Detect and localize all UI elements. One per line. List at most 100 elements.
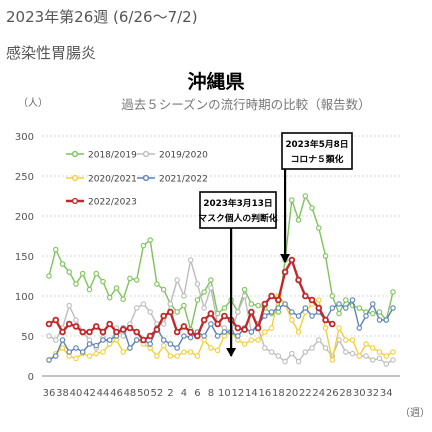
data-point (52, 316, 60, 324)
data-point (288, 256, 296, 264)
data-point (289, 317, 295, 323)
data-point (106, 294, 113, 301)
data-point (390, 349, 396, 355)
y-tick-label: 100 (15, 292, 34, 303)
data-point (336, 325, 342, 331)
x-tick-label: 34 (380, 388, 393, 399)
data-point (100, 337, 106, 343)
chart-title: 沖縄県 (187, 71, 245, 93)
data-point (328, 320, 336, 328)
data-point (133, 337, 140, 343)
data-point (376, 349, 383, 355)
data-point (99, 328, 107, 336)
data-point (221, 305, 228, 311)
data-point (153, 326, 161, 333)
data-point (356, 305, 363, 311)
series (45, 193, 396, 367)
series-line-2021-2022 (48, 299, 394, 361)
legend-swatch-marker (71, 150, 79, 158)
data-point (167, 301, 174, 307)
data-point (86, 286, 93, 293)
x-axis-label: （週） (400, 407, 430, 419)
data-point (154, 353, 160, 359)
data-point (208, 321, 214, 327)
y-tick-label: 50 (21, 332, 34, 343)
data-point (322, 345, 329, 351)
y-tick-label: 200 (15, 212, 34, 223)
data-point (295, 217, 302, 223)
data-point (383, 317, 390, 323)
data-point (160, 342, 167, 349)
data-point (302, 193, 309, 199)
data-point (93, 342, 99, 349)
data-point (174, 309, 180, 315)
data-point (302, 349, 309, 355)
data-point (120, 349, 126, 355)
data-point (248, 329, 255, 335)
data-point (127, 345, 133, 351)
data-point (147, 341, 153, 347)
x-tick-label: 28 (339, 388, 352, 399)
data-point (59, 328, 66, 336)
data-point (73, 281, 79, 287)
annotation-text: 2023年5月8日 (285, 138, 348, 150)
x-tick-label: 6 (194, 388, 200, 399)
data-point (275, 296, 282, 304)
annotation-text: マスク個人の判断化 (198, 212, 277, 224)
data-point (295, 276, 302, 284)
data-point (248, 337, 255, 343)
data-point (72, 323, 80, 330)
x-tick-label: 14 (245, 388, 258, 399)
x-tick-label: 4 (181, 388, 187, 399)
data-point (200, 316, 208, 324)
data-point (127, 275, 133, 282)
data-point (194, 353, 201, 359)
data-point (336, 301, 342, 307)
legend-label: 2022/2023 (88, 198, 137, 208)
data-point (181, 333, 187, 339)
y-tick-label: 150 (15, 252, 34, 263)
data-point (66, 349, 72, 355)
data-point (46, 357, 52, 363)
data-point (248, 308, 255, 316)
data-point (126, 324, 134, 332)
data-point (160, 321, 167, 327)
x-tick-label: 32 (366, 388, 379, 399)
data-point (66, 269, 72, 275)
data-point (59, 345, 66, 351)
data-point (133, 277, 140, 283)
y-tick-label: 0 (28, 372, 34, 383)
data-point (309, 313, 315, 319)
data-point (167, 308, 174, 316)
data-point (349, 350, 356, 357)
data-point (349, 337, 356, 343)
x-tick-label: 2 (167, 388, 173, 399)
data-point (221, 312, 228, 320)
data-point (79, 349, 86, 355)
data-point (370, 345, 376, 351)
data-point (302, 292, 309, 300)
data-point (46, 333, 52, 339)
data-point (255, 337, 261, 343)
data-point (376, 355, 383, 362)
data-point (120, 296, 126, 302)
data-point (356, 353, 363, 359)
x-tick-label: 40 (70, 388, 83, 399)
data-point (174, 345, 180, 351)
report-week: 2023年第26週 (6/26〜7/2) (6, 8, 198, 26)
data-point (221, 329, 228, 335)
data-point (180, 323, 188, 330)
data-point (181, 302, 187, 309)
data-point (383, 353, 390, 359)
data-point (329, 357, 336, 363)
data-point (174, 353, 180, 359)
data-point (73, 345, 79, 351)
data-point (113, 285, 120, 291)
data-point (140, 336, 147, 344)
data-point (106, 337, 113, 343)
data-point (59, 337, 66, 343)
data-point (235, 309, 241, 315)
data-point (390, 305, 396, 311)
data-point (167, 353, 174, 359)
